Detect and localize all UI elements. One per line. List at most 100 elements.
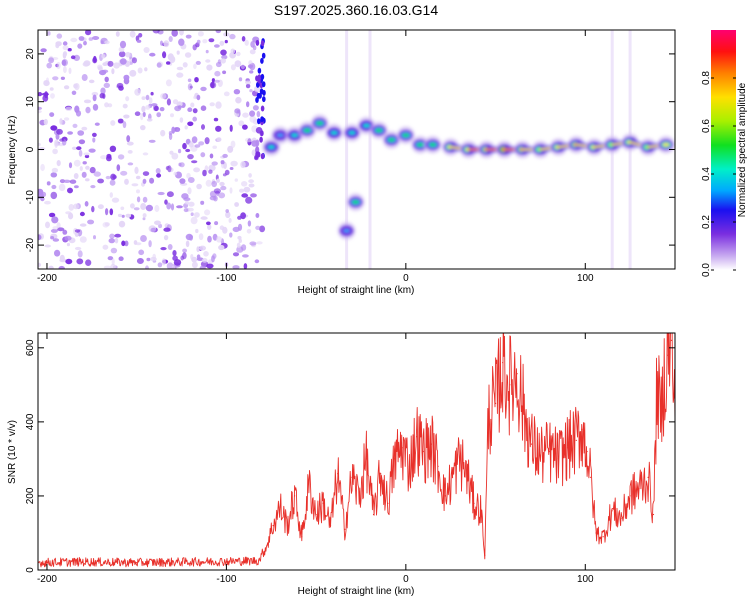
noise-speckle [50,228,58,233]
noise-speckle [185,148,191,153]
noise-speckle [200,152,206,158]
noise-speckle [104,76,109,83]
snr-point [294,495,296,497]
noise-speckle [112,174,117,180]
noise-speckle [216,137,222,142]
noise-speckle [260,57,264,64]
noise-speckle [196,94,201,101]
snr-point [581,428,583,430]
noise-speckle [176,128,180,132]
chart-title: S197.2025.360.16.03.G14 [274,2,438,18]
y-tick-label: 0 [25,146,36,152]
noise-speckle [190,216,198,225]
ridge-core [662,143,670,147]
noise-speckle [194,77,199,83]
x-tick-label: 100 [577,273,594,284]
snr-point [315,513,317,516]
noise-speckle [125,96,130,102]
noise-speckle [242,112,249,118]
noise-speckle [52,76,59,81]
ridge-core [352,200,360,204]
noise-speckle [77,250,83,258]
noise-speckle [117,118,124,124]
noise-speckle [170,203,175,211]
noise-speckle [120,206,125,211]
y-tick-label: -10 [25,190,36,205]
noise-speckle [260,40,265,47]
noise-speckle [73,83,78,89]
snr-point [557,458,560,460]
noise-speckle [69,179,77,184]
noise-speckle [115,31,120,37]
ridge-core [343,229,351,233]
noise-speckle [41,191,47,198]
ridge-point [310,114,329,133]
snr-point [394,458,396,460]
noise-speckle [50,236,55,240]
noise-speckle [211,161,218,166]
noise-speckle [136,196,141,203]
noise-speckle [177,105,182,109]
snr-point [308,484,310,486]
noise-speckle [185,240,190,248]
noise-speckle [246,101,250,108]
noise-speckle [145,105,151,110]
noise-speckle [182,248,188,253]
noise-speckle [259,88,264,95]
snr-axes: -200 -100 0 100 0 200 400 600 [25,333,675,585]
noise-speckle [40,196,45,202]
noise-speckle [88,79,95,84]
noise-speckle [73,159,81,167]
noise-speckle [202,169,207,177]
noise-speckle [215,125,222,132]
noise-speckle [200,216,208,220]
ridge-point [337,221,356,240]
noise-speckle [123,114,130,119]
noise-speckle [162,51,167,59]
noise-speckle [241,193,249,198]
noise-speckle [75,110,82,117]
snr-y-axis-label: SNR (10 * v/v) [7,420,18,484]
snr-point [509,384,511,386]
snr-point [337,473,339,475]
noise-speckle [198,233,204,241]
noise-speckle [65,106,73,112]
noise-speckle [85,30,92,36]
y-tick-label: 400 [25,413,36,430]
y-tick-label: 20 [25,48,36,60]
colorbar-ticks: 0.0 0.2 0.4 0.6 0.8 [701,71,736,277]
noise-speckle [81,126,88,131]
noise-speckle [49,112,55,117]
noise-speckle [260,153,265,160]
noise-speckle [218,192,226,199]
snr-point [602,536,604,538]
snr-point [365,458,367,460]
snr-point [265,547,267,549]
snr-plot-area [38,333,675,568]
noise-speckle [213,188,221,194]
noise-speckle [203,251,209,257]
noise-speckle [245,137,253,143]
noise-speckle [184,200,189,205]
ridge-point [382,130,401,149]
noise-speckle [160,93,167,100]
noise-speckle [171,265,176,269]
noise-speckle [136,258,144,264]
y-tick-label: -20 [25,237,36,252]
snr-point [656,380,658,382]
noise-speckle [125,51,131,58]
noise-speckle [118,85,124,91]
snr-point [329,525,332,527]
noise-speckle [145,94,150,101]
noise-speckle [238,120,245,127]
noise-speckle [40,48,47,53]
ridge-point [346,193,365,212]
noise-speckle [185,233,193,241]
noise-speckle [122,121,127,129]
noise-speckle [176,66,184,71]
noise-speckle [63,51,68,57]
noise-speckle [208,169,213,174]
noise-speckle [187,107,193,112]
noise-speckle [55,133,60,140]
